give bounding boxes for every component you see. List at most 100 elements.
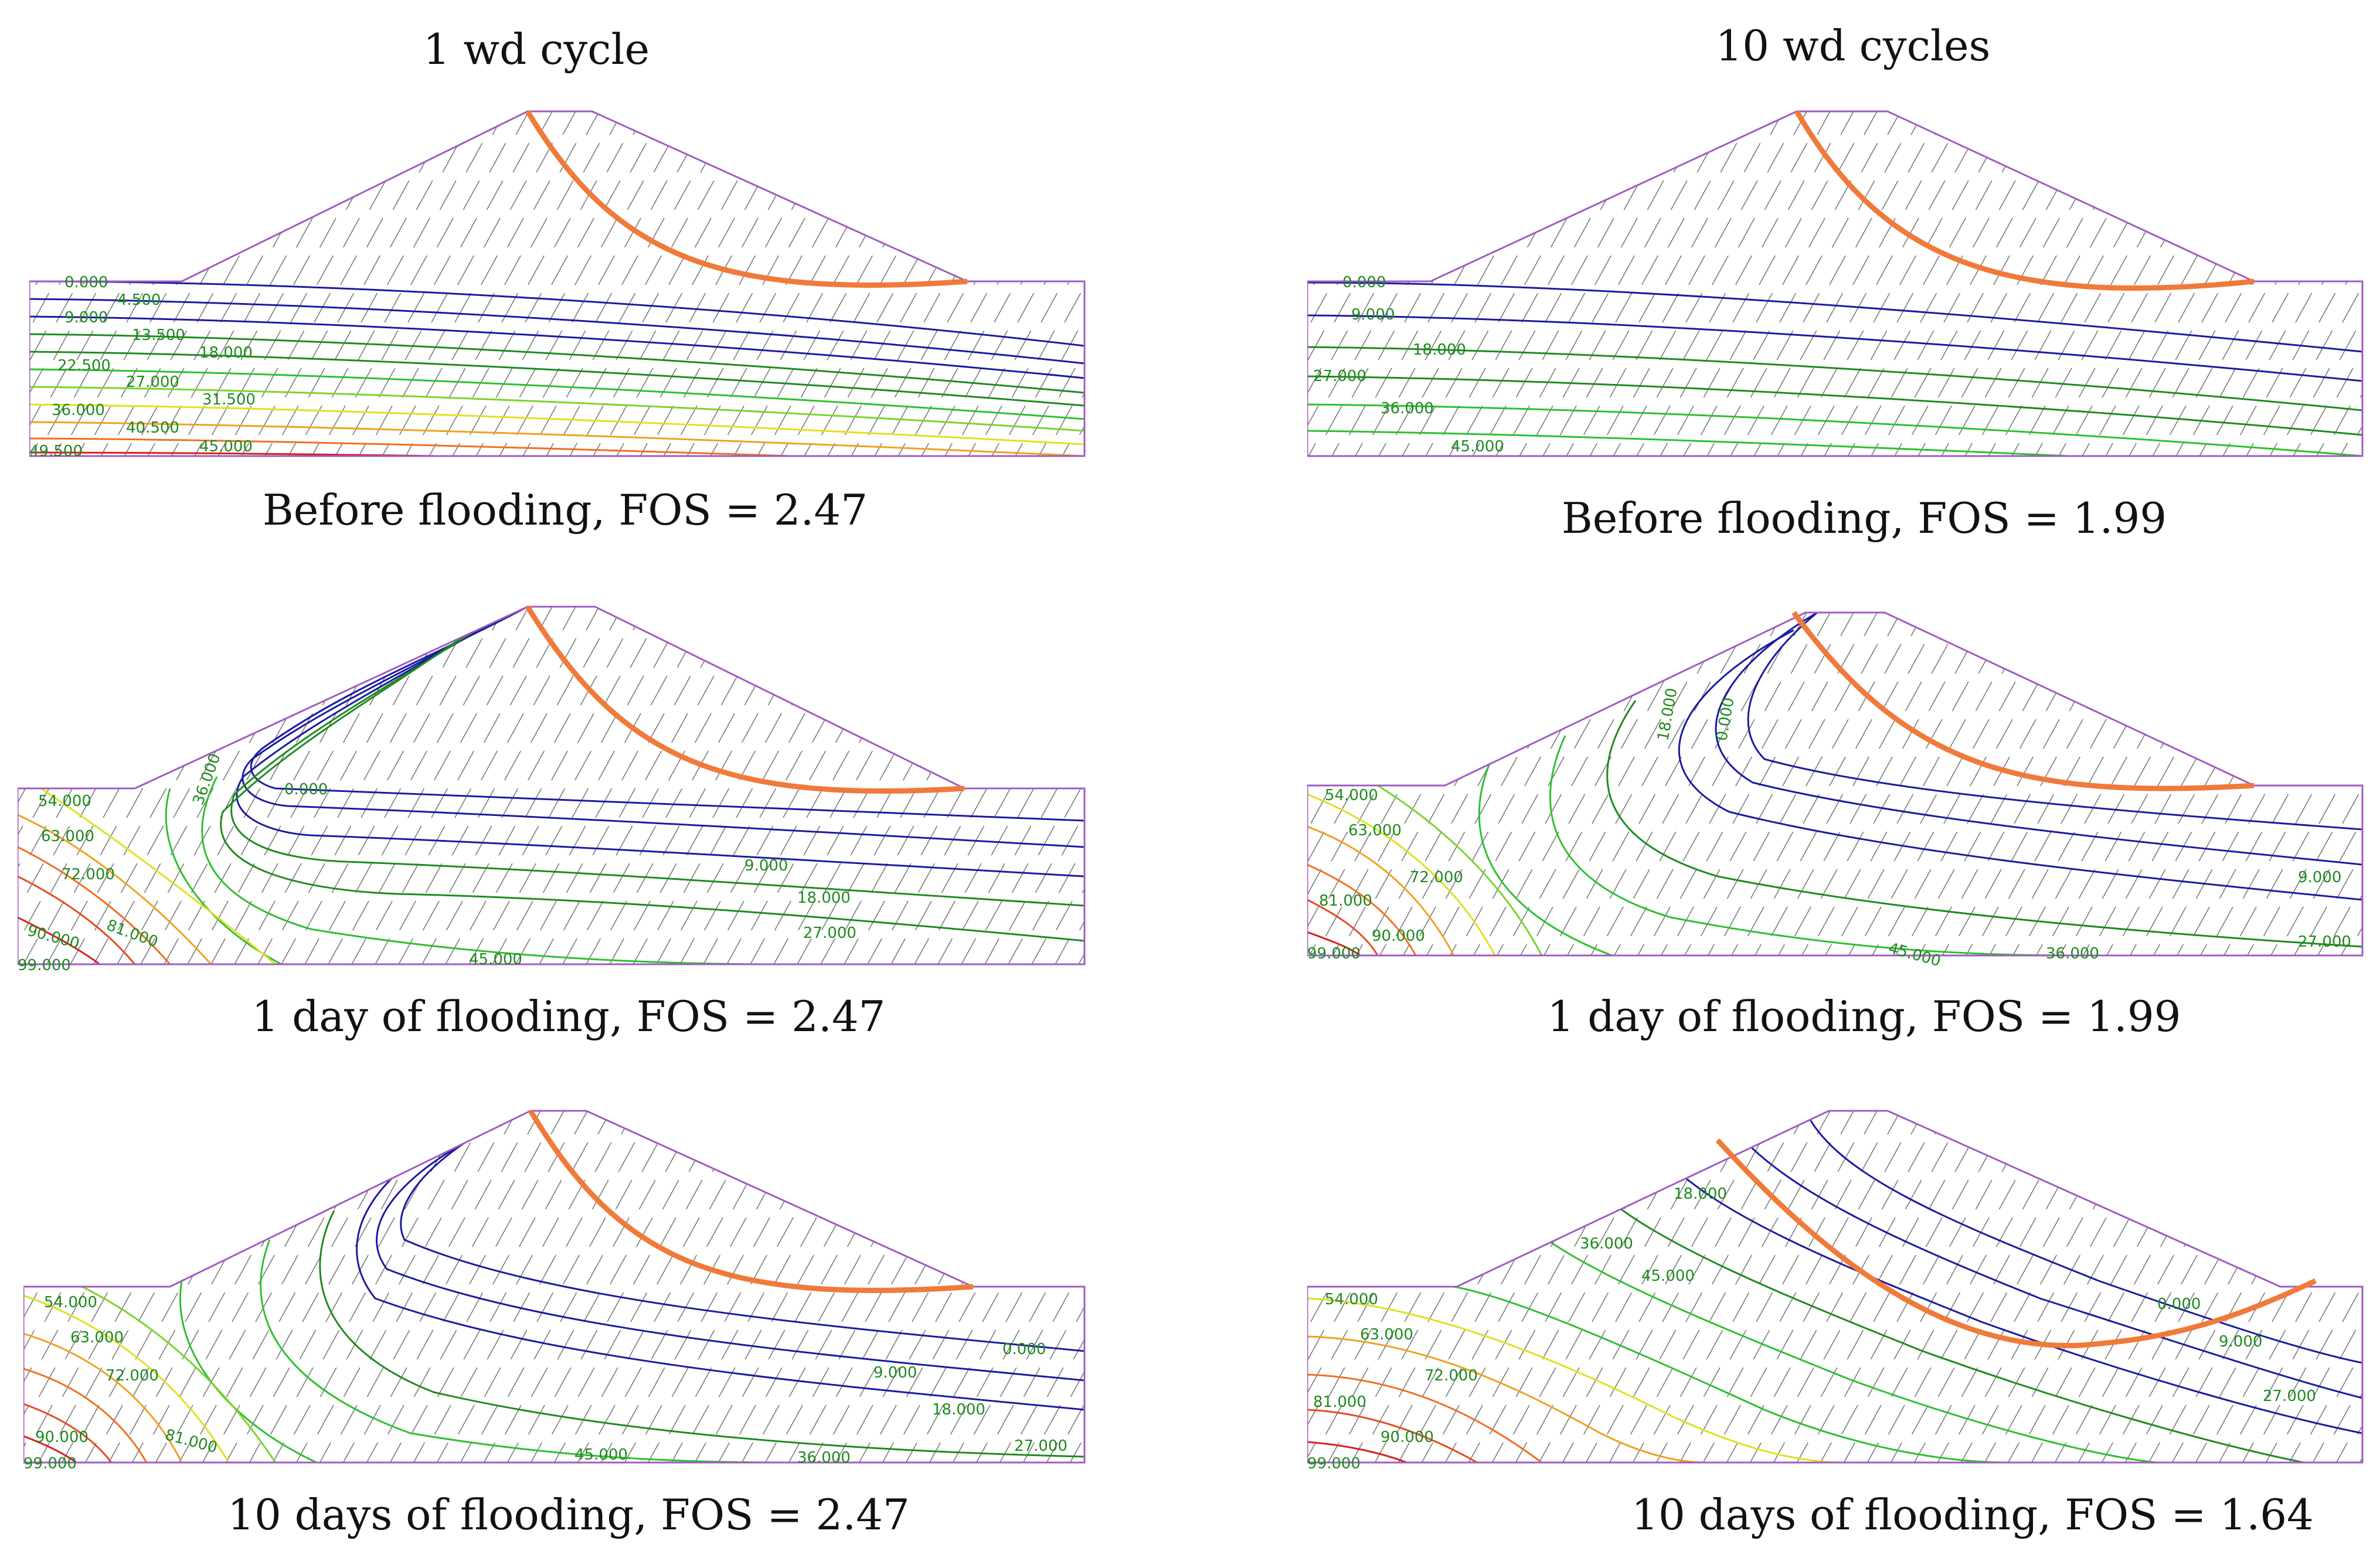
hatch-stroke	[339, 1111, 357, 1135]
hatch-stroke	[1362, 217, 1380, 248]
hatch-stroke	[176, 1404, 193, 1435]
hatch-stroke	[2169, 405, 2187, 436]
hatch-stroke	[2084, 293, 2102, 323]
hatch-stroke	[817, 142, 835, 173]
hatch-stroke	[1310, 794, 1328, 824]
hatch-stroke	[556, 675, 574, 706]
hatch-stroke	[217, 825, 234, 856]
hatch-stroke	[1975, 681, 1993, 712]
hatch-stroke	[1784, 217, 1802, 248]
hatch-stroke	[1811, 681, 1828, 712]
hatch-stroke	[29, 825, 47, 856]
hatch-stroke	[1078, 607, 1084, 631]
hatch-stroke	[607, 938, 625, 964]
hatch-stroke	[1620, 217, 1638, 248]
hatch-stroke	[287, 825, 305, 856]
hatch-stroke	[938, 900, 956, 931]
hatch-stroke	[1028, 638, 1046, 668]
contour-line	[1307, 825, 1455, 955]
hatch-stroke	[199, 1111, 216, 1135]
hatch-stroke	[97, 863, 114, 893]
hatch-stroke	[2160, 217, 2177, 248]
hatch-stroke	[2230, 217, 2248, 248]
hatch-stroke	[1662, 293, 1679, 323]
hatch-stroke	[1732, 794, 1750, 824]
hatch-stroke	[1995, 719, 2013, 749]
hatch-stroke	[439, 180, 457, 210]
hatch-stroke	[1419, 405, 1436, 436]
hatch-stroke	[2028, 613, 2045, 637]
hatch-stroke	[583, 638, 600, 668]
hatch-stroke	[421, 111, 439, 135]
hatch-stroke	[1995, 217, 2013, 248]
hatch-stroke	[2222, 330, 2239, 361]
hatch-stroke	[2002, 443, 2020, 456]
hatch-stroke	[1641, 255, 1659, 285]
hatch-stroke	[1393, 443, 1410, 456]
hatch-stroke	[436, 217, 454, 248]
hatch-stroke	[528, 1404, 545, 1435]
hatch-stroke	[1474, 794, 1492, 824]
hatch-stroke	[79, 1142, 96, 1172]
hatch-stroke	[492, 405, 510, 436]
hatch-stroke	[1354, 831, 1372, 862]
hatch-stroke	[2242, 368, 2260, 398]
hatch-stroke	[492, 607, 509, 631]
hatch-stroke	[2284, 944, 2301, 955]
hatch-stroke	[310, 1179, 328, 1210]
hatch-stroke	[1545, 794, 1562, 824]
hatch-stroke	[964, 863, 982, 893]
hatch-stroke	[422, 1254, 440, 1285]
hatch-stroke	[261, 368, 278, 398]
hatch-stroke	[2165, 142, 2183, 173]
hatch-stroke	[842, 938, 859, 964]
hatch-stroke	[1998, 180, 2016, 210]
hatch-stroke	[528, 255, 545, 285]
hatch-stroke	[2061, 794, 2078, 824]
hatch-stroke	[463, 1329, 481, 1360]
hatch-stroke	[2333, 613, 2350, 637]
hatch-stroke	[59, 750, 76, 781]
hatch-stroke	[1700, 405, 1718, 436]
hatch-stroke	[1864, 405, 1882, 436]
hatch-stroke	[1753, 330, 1770, 361]
hatch-stroke	[897, 825, 914, 856]
hatch-stroke	[1480, 719, 1497, 749]
hatch-stroke	[257, 607, 275, 631]
hatch-stroke	[234, 405, 252, 436]
hatch-stroke	[1462, 644, 1480, 674]
hatch-stroke	[1723, 906, 1741, 937]
hatch-stroke	[1483, 180, 1500, 210]
hatch-stroke	[489, 142, 506, 173]
hatch-stroke	[2286, 111, 2303, 135]
hatch-stroke	[1339, 217, 1356, 248]
hatch-stroke	[322, 1329, 340, 1360]
hatch-stroke	[1501, 255, 1518, 285]
hatch-stroke	[223, 255, 240, 285]
hatch-stroke	[1571, 756, 1589, 787]
hatch-stroke	[882, 713, 899, 743]
hatch-stroke	[1049, 675, 1066, 706]
hatch-stroke	[2069, 681, 2086, 712]
hatch-stroke	[1653, 906, 1671, 937]
contour-label: 45.000	[199, 438, 253, 455]
hatch-stroke	[2272, 293, 2289, 323]
hatch-stroke	[706, 368, 724, 398]
hatch-stroke	[703, 900, 721, 931]
hatch-stroke	[1911, 405, 1929, 436]
hatch-stroke	[1770, 613, 1787, 637]
hatch-stroke	[791, 675, 808, 706]
hatch-stroke	[2363, 832, 2368, 861]
hatch-stroke	[202, 217, 219, 248]
hatch-stroke	[958, 142, 975, 173]
hatch-stroke	[771, 938, 789, 964]
hatch-stroke	[234, 111, 251, 135]
hatch-stroke	[1592, 293, 1609, 323]
contour-line	[250, 607, 1084, 822]
hatch-stroke	[937, 111, 955, 135]
hatch-stroke	[437, 1367, 454, 1397]
hatch-stroke	[1559, 613, 1576, 637]
hatch-stroke	[440, 1329, 457, 1360]
hatch-stroke	[73, 1217, 90, 1247]
hatch-stroke	[994, 788, 1011, 818]
